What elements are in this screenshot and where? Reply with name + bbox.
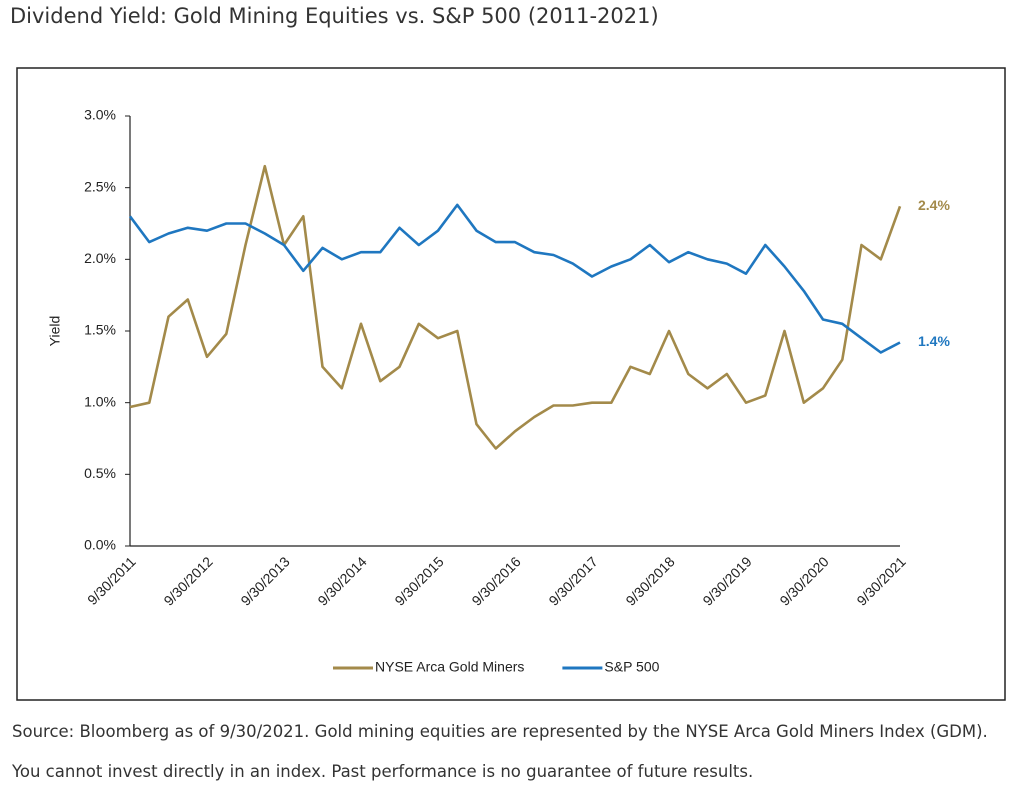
y-tick-label: 1.5% <box>84 322 116 338</box>
x-tick-label: 9/30/2016 <box>468 553 524 609</box>
x-tick-label: 9/30/2019 <box>699 553 755 609</box>
source-note: Source: Bloomberg as of 9/30/2021. Gold … <box>12 722 988 781</box>
x-tick-label: 9/30/2012 <box>160 553 216 609</box>
y-tick-label: 0.5% <box>84 465 116 481</box>
x-tick-label: 9/30/2011 <box>84 553 139 608</box>
x-tick-label: 9/30/2018 <box>622 553 678 609</box>
legend-label: NYSE Arca Gold Miners <box>375 659 524 675</box>
y-axis-label: Yield <box>47 316 63 347</box>
x-tick-label: 9/30/2021 <box>853 553 909 609</box>
y-tick-label: 2.0% <box>84 250 116 266</box>
y-tick-label: 0.0% <box>84 537 116 553</box>
y-tick-label: 2.5% <box>84 178 116 194</box>
x-tick-label: 9/30/2014 <box>314 553 370 609</box>
x-tick-label: 9/30/2013 <box>237 553 293 609</box>
end-label: 2.4% <box>918 197 950 213</box>
legend-label: S&P 500 <box>604 659 659 675</box>
x-tick-label: 9/30/2020 <box>776 553 832 609</box>
y-tick-label: 1.0% <box>84 393 116 409</box>
y-tick-label: 3.0% <box>84 107 116 123</box>
x-tick-label: 9/30/2017 <box>545 553 601 609</box>
line-series <box>128 203 901 354</box>
end-label: 1.4% <box>918 333 950 349</box>
page-title: Dividend Yield: Gold Mining Equities vs.… <box>10 4 659 28</box>
chart-frame <box>16 67 1006 701</box>
line-series <box>129 164 902 450</box>
x-tick-label: 9/30/2015 <box>391 553 447 609</box>
